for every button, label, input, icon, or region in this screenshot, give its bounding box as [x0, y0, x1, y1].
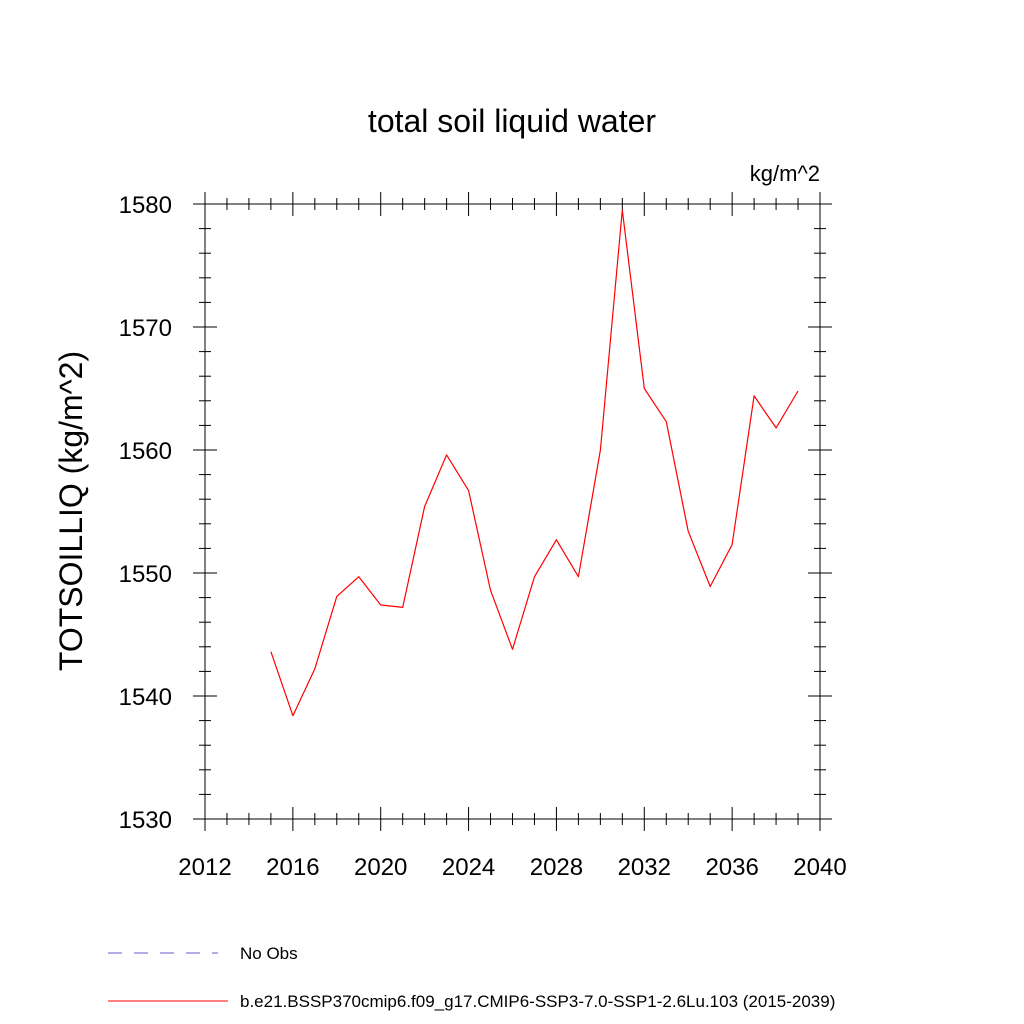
- chart-title: total soil liquid water: [368, 103, 656, 139]
- x-tick-label: 2024: [442, 854, 495, 881]
- x-tick-label: 2028: [530, 854, 583, 881]
- y-tick-label: 1560: [119, 438, 172, 465]
- x-tick-label: 2020: [354, 854, 407, 881]
- y-axis-label: TOTSOILLIQ (kg/m^2): [53, 351, 89, 671]
- x-tick-label: 2012: [178, 854, 231, 881]
- plot-frame: [204, 203, 821, 820]
- x-tick-label: 2036: [705, 854, 758, 881]
- y-tick-label: 1530: [119, 807, 172, 834]
- legend-label-model: b.e21.BSSP370cmip6.f09_g17.CMIP6-SSP3-7.…: [240, 992, 835, 1011]
- units-label: kg/m^2: [750, 161, 820, 186]
- y-tick-label: 1570: [119, 315, 172, 342]
- y-tick-label: 1550: [119, 561, 172, 588]
- y-tick-label: 1580: [119, 192, 172, 219]
- series-group: [270, 209, 799, 717]
- x-tick-label: 2032: [618, 854, 671, 881]
- axis-ticks: [193, 192, 832, 831]
- x-tick-label: 2040: [793, 854, 846, 881]
- legend: No Obs b.e21.BSSP370cmip6.f09_g17.CMIP6-…: [108, 944, 835, 1011]
- x-tick-label: 2016: [266, 854, 319, 881]
- legend-label-no-obs: No Obs: [240, 944, 298, 963]
- series-line: [270, 209, 799, 717]
- axis-tick-labels: 2012 2016 2020 2024 2028 2032 2036 2040 1530 1540…: [119, 192, 847, 881]
- y-tick-label: 1540: [119, 684, 172, 711]
